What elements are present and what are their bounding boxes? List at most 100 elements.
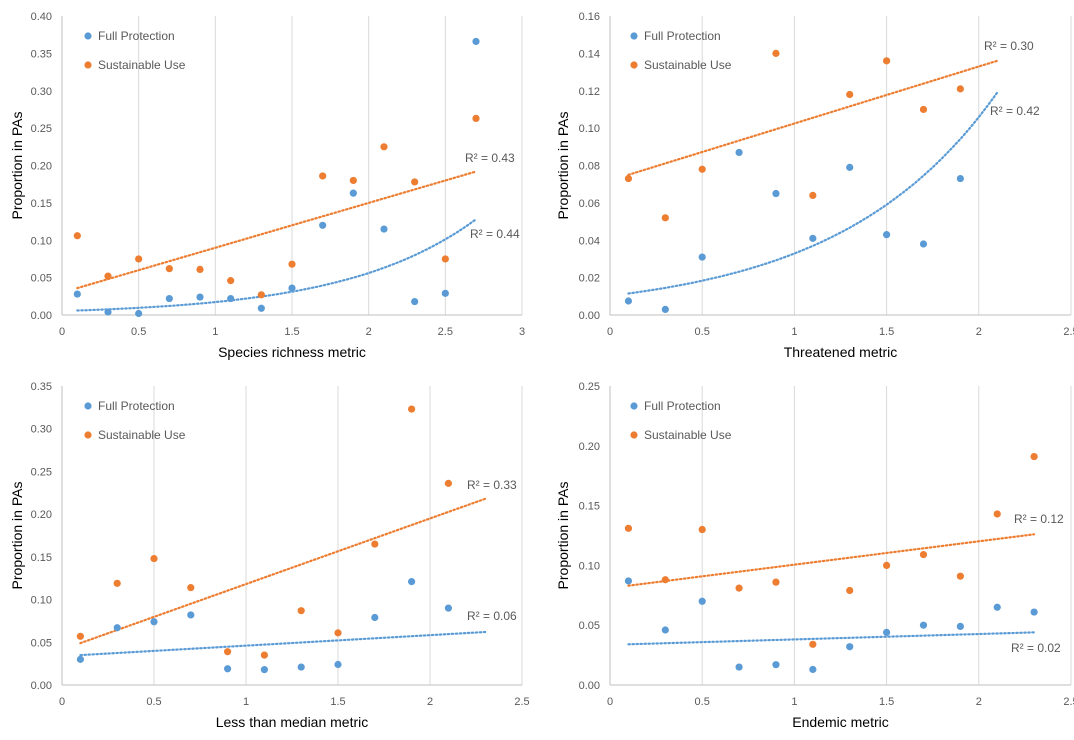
legend-marker [630,402,638,410]
full-protection-point [883,231,891,239]
sustainable-use-point [135,255,143,263]
sustainable-use-point [1030,452,1038,461]
y-axis-label: Proportion in PAs [9,482,25,590]
sustainable-use-point [380,143,388,151]
sustainable-use-point [809,191,817,199]
sustainable-use-point [444,479,452,487]
y-tick-label: 0.20 [31,509,52,521]
y-tick-label: 0.25 [579,381,600,393]
x-tick-label: 1 [791,326,797,338]
x-tick-label: 0.5 [131,326,146,338]
legend-marker [84,431,92,439]
legend-marker [84,402,92,410]
full-protection-point [444,604,452,612]
sustainable-use-point [104,272,112,280]
full-protection-point [150,618,158,626]
y-tick-label: 0.00 [31,310,52,322]
x-tick-label: 2 [427,696,433,708]
full-protection-point [288,284,296,292]
sustainable-use-point [919,551,928,559]
sustainable-use-point [661,214,669,222]
full-protection-point [165,294,173,303]
chart-threatened: 0.00 0.02 0.04 0.06 0.08 0.10 0.12 0.14 0.16 0 0.5… [555,11,1074,360]
full-protection-point [260,666,268,674]
y-tick-label: 0.15 [579,501,600,513]
y-tick-label: 0.00 [579,310,600,322]
sustainable-use-point [846,586,854,595]
full-protection-trendline [76,218,478,312]
sustainable-use-point [165,265,173,273]
full-protection-point [135,309,143,318]
sustainable-use-point [661,576,669,584]
full-protection-point [227,294,235,303]
sustainable-use-point [408,405,416,413]
sustainable-use-point [846,90,854,99]
y-tick-label: 0.20 [579,441,600,453]
y-tick-label: 0.40 [31,11,52,23]
full-protection-point [956,622,964,630]
full-protection-point [809,234,817,242]
full-protection-point [380,225,388,233]
sustainable-use-point [227,277,235,285]
full-protection-point [196,293,204,301]
sustainable-use-point [288,260,296,268]
sustainable-use-point [113,579,121,587]
sustainable-use-point [411,178,419,186]
y-tick-label: 0.30 [31,424,52,436]
full-protection-point [73,290,81,298]
y-tick-label: 0.35 [31,48,52,60]
x-tick-label: 2 [976,326,982,338]
sustainable-use-point [260,651,268,659]
y-tick-label: 0.16 [579,11,600,23]
x-tick-label: 0.5 [146,696,161,708]
legend-label: Sustainable Use [644,58,732,72]
y-tick-label: 0.05 [579,620,600,632]
sustainable-use-r2-label: R² = 0.12 [1014,512,1064,526]
full-protection-point [661,305,669,313]
full-protection-point [846,163,854,171]
y-tick-label: 0.25 [31,123,52,135]
y-axis-label: Proportion in PAs [9,112,25,220]
x-tick-label: 2 [976,696,982,708]
sustainable-use-point [624,174,633,183]
legend-label: Full Protection [98,29,175,43]
sustainable-use-point [150,554,158,563]
x-tick-label: 2.5 [438,326,453,338]
x-tick-label: 1 [791,696,797,708]
full-protection-trendline [79,630,487,657]
y-tick-label: 0.10 [31,595,52,607]
legend-marker [630,431,638,439]
full-protection-point [441,289,449,297]
sustainable-use-r2-label: R² = 0.43 [465,151,515,165]
y-tick-label: 0.10 [579,123,600,135]
full-protection-point [371,613,379,622]
sustainable-use-point [334,629,342,637]
legend-label: Sustainable Use [98,428,186,442]
x-tick-label: 2.5 [514,696,529,708]
x-axis-label: Less than median metric [216,714,369,730]
x-tick-label: 0.5 [695,696,710,708]
x-tick-label: 0.5 [695,326,710,338]
x-tick-label: 0 [59,696,65,708]
y-tick-label: 0.08 [579,161,600,173]
full-protection-point [735,148,743,157]
y-tick-label: 0.30 [31,86,52,98]
y-axis-label: Proportion in PAs [555,482,571,590]
full-protection-point [472,37,480,46]
full-protection-trendline [627,631,1036,646]
sustainable-use-point [76,632,84,640]
full-protection-r2-label: R² = 0.06 [467,609,517,623]
sustainable-use-point [624,524,633,532]
chart-species-richness: 0.00 0.05 0.10 0.15 0.20 0.25 0.30 0.35 0.40 0 0.5… [9,11,525,360]
sustainable-use-trendline [627,59,999,176]
chart-less-than-median: 0.00 0.05 0.10 0.15 0.20 0.25 0.30 0.35 0 0.5 1 1.5… [9,381,530,730]
legend-label: Full Protection [644,399,721,413]
y-tick-label: 0.12 [579,86,600,98]
full-protection-point [76,655,84,663]
full-protection-point [846,643,854,651]
full-protection-trendline [627,91,999,295]
y-tick-label: 0.00 [579,680,600,692]
sustainable-use-point [196,265,204,274]
sustainable-use-point [772,578,780,586]
full-protection-point [624,297,633,305]
